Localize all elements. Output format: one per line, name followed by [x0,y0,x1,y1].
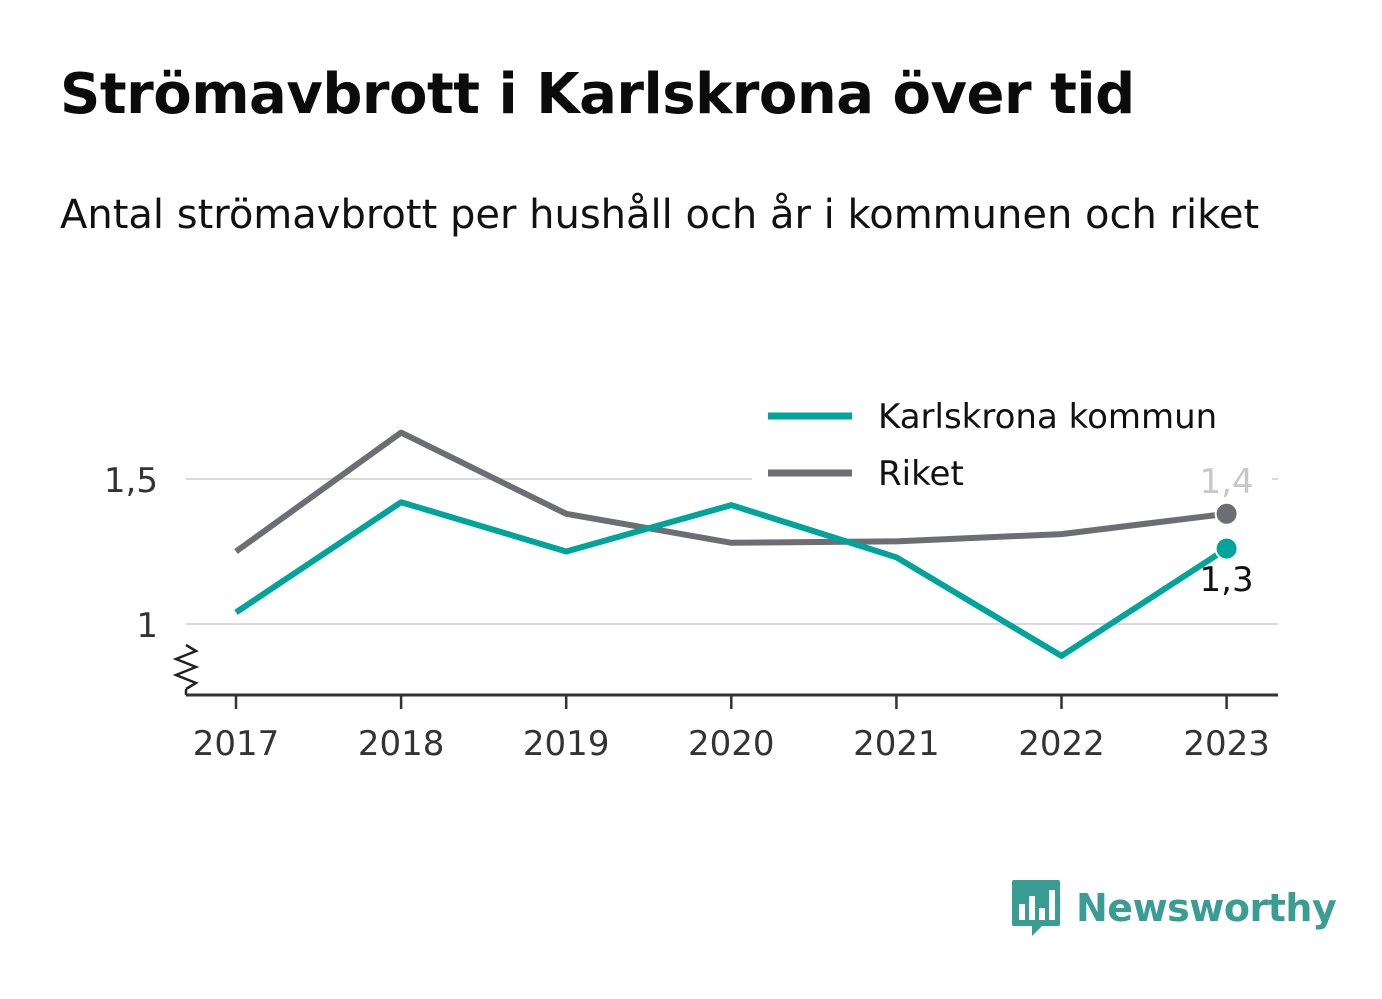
newsworthy-logo: Newsworthy [1010,878,1337,938]
end-labels: 1,4 1,3 [1200,462,1254,600]
axis-break-icon [172,643,200,691]
end-point-kommun [1214,536,1239,561]
y-tick-labels: 11,5 [104,461,158,646]
y-tick-label: 1 [136,606,158,646]
x-tick-label: 2020 [688,724,775,764]
brand-name: Newsworthy [1076,886,1337,930]
x-axis: 2017 2018 2019 2020 2021 2022 2023 [172,643,1278,764]
bar-chart-icon [1012,880,1060,936]
x-tick-label: 2023 [1183,724,1270,764]
x-tick-label: 2019 [523,724,610,764]
end-point-riket [1214,501,1239,526]
series-line-kommun [234,499,1229,659]
legend: Karlskrona kommun Riket [752,386,1272,495]
end-label-riket: 1,4 [1200,462,1254,502]
gridlines [186,478,1278,625]
legend-bg [752,386,1272,438]
legend-bg [752,443,1272,495]
x-tick-label: 2021 [853,724,940,764]
end-label-kommun: 1,3 [1200,560,1254,600]
legend-label-kommun: Karlskrona kommun [878,397,1217,437]
x-tick-label: 2018 [358,724,445,764]
y-tick-label: 1,5 [104,461,158,501]
x-tick-label: 2022 [1018,724,1105,764]
chart-subtitle: Antal strömavbrott per hushåll och år i … [60,192,1260,238]
x-tick-label: 2017 [193,724,280,764]
series-line-riket [234,429,1227,554]
legend-label-riket: Riket [878,454,964,494]
chart-title: Strömavbrott i Karlskrona över tid [60,62,1135,127]
series-lines [234,429,1239,659]
